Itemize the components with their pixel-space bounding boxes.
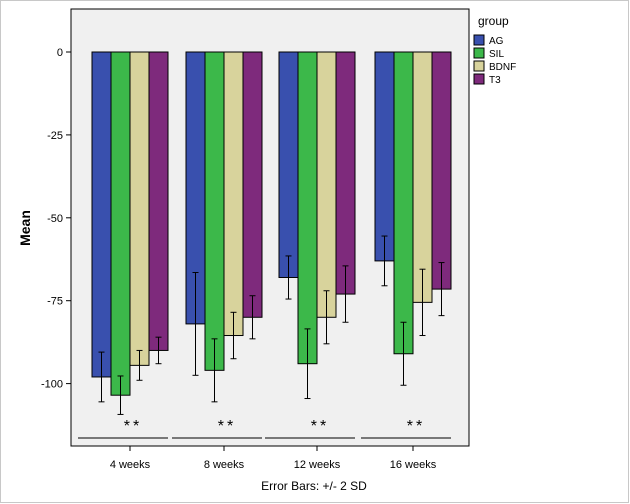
bar-bdnf-4 — [412, 51, 433, 303]
y-tick-label: -75 — [47, 296, 63, 308]
legend-label-sil: SIL — [489, 49, 504, 60]
y-tick-label: -25 — [47, 130, 63, 142]
legend-label-t3: T3 — [489, 75, 501, 86]
bar-sil-4 — [393, 51, 414, 355]
significance-label: ** — [311, 418, 329, 435]
legend-title: group — [478, 14, 509, 28]
bar-ag-4 — [374, 51, 395, 262]
error-bars-footnote: Error Bars: +/- 2 SD — [261, 479, 367, 493]
x-tick-label: 8 weeks — [204, 459, 245, 471]
legend-swatch-t3 — [473, 73, 485, 85]
significance-annotations: ** ** ** ** — [78, 418, 451, 439]
bar-bdnf-1 — [129, 51, 150, 366]
bar-bdnf-2 — [223, 51, 244, 337]
significance-label: ** — [407, 418, 425, 435]
legend-label-ag: AG — [489, 36, 504, 47]
y-tick-label: -50 — [47, 213, 63, 225]
bar-ag-1 — [91, 51, 112, 378]
legend-swatch-ag — [473, 34, 485, 46]
bars-layer — [91, 51, 452, 396]
bar-ag-3 — [278, 51, 299, 278]
bar-sil-3 — [297, 51, 318, 365]
bar-sil-2 — [204, 51, 225, 371]
y-axis: 0 -25 -50 -75 -100 — [41, 47, 71, 391]
bar-t3-2 — [242, 51, 263, 318]
bar-t3-3 — [335, 51, 356, 295]
bar-sil-1 — [110, 51, 131, 396]
x-tick-label: 4 weeks — [110, 459, 151, 471]
y-axis-label: Mean — [17, 210, 33, 246]
y-tick-label: 0 — [57, 47, 63, 59]
error-bars-layer — [98, 235, 445, 415]
x-tick-label: 12 weeks — [294, 459, 341, 471]
significance-label: ** — [218, 418, 236, 435]
legend-swatch-sil — [473, 47, 485, 59]
bar-t3-1 — [148, 51, 169, 351]
legend: group AG SIL BDNF T3 — [473, 14, 516, 86]
bar-bdnf-3 — [316, 51, 337, 318]
x-axis: 4 weeks 8 weeks 12 weeks 16 weeks — [110, 446, 437, 471]
legend-swatch-bdnf — [473, 60, 485, 72]
x-tick-label: 16 weeks — [390, 459, 437, 471]
significance-label: ** — [124, 418, 142, 435]
y-tick-label: -100 — [41, 379, 63, 391]
legend-label-bdnf: BDNF — [489, 62, 516, 73]
bar-t3-4 — [431, 51, 452, 290]
